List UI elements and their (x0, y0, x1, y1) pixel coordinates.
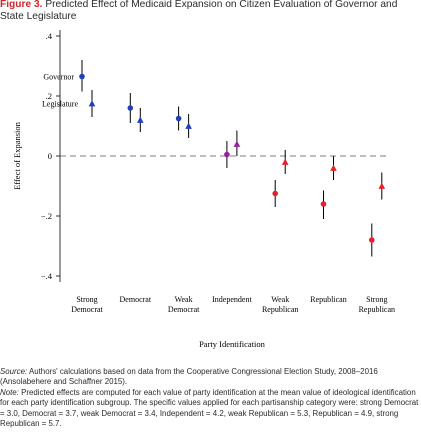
governor-point (369, 237, 375, 243)
source-paragraph: Source: Authors' calculations based on d… (0, 367, 421, 388)
figure-caption: Figure 3. Predicted Effect of Medicaid E… (0, 0, 421, 23)
governor-point (272, 190, 279, 197)
y-tick-label: −.2 (41, 211, 52, 221)
x-tick-label: Republican (262, 305, 298, 314)
y-tick-label: .2 (46, 91, 52, 101)
x-tick-label: Democrat (168, 305, 200, 314)
x-tick-label: Weak (271, 295, 289, 304)
governor-point (79, 73, 85, 80)
x-tick-label: Republican (359, 305, 395, 314)
x-axis-label: Party Identification (199, 339, 266, 349)
governor-point (320, 201, 327, 207)
y-axis-label: Effect of Expansion (12, 121, 22, 190)
figure-notes: Source: Authors' calculations based on d… (0, 367, 421, 429)
x-tick-label: Democrat (120, 295, 152, 304)
legislature-point (137, 116, 144, 123)
legislature-point (185, 122, 192, 129)
governor-point (224, 151, 230, 158)
y-tick-label: 0 (48, 151, 52, 161)
governor-point (175, 115, 182, 122)
legislature-point (330, 164, 337, 171)
x-tick-label: Weak (175, 295, 193, 304)
note-text: Predicted effects are computed for each … (0, 387, 419, 429)
chart-marks (79, 60, 386, 257)
governor-point (127, 105, 134, 111)
x-tick-label: Strong (366, 295, 387, 304)
legislature-point (378, 182, 386, 189)
governor-annotation: Governor (43, 73, 74, 82)
source-label: Source: (0, 367, 28, 376)
figure-title: Predicted Effect of Medicaid Expansion o… (0, 0, 398, 22)
x-tick-label: Democrat (71, 305, 103, 314)
x-tick-label: Independent (212, 295, 252, 304)
y-tick-label: −.4 (41, 271, 53, 281)
legislature-point (88, 99, 96, 107)
x-tick-label: Strong (76, 295, 97, 304)
source-text: Authors' calculations based on data from… (0, 367, 378, 387)
axes (56, 30, 390, 282)
y-tick-label: .4 (46, 31, 53, 41)
legislature-point (233, 140, 241, 147)
figure-label: Figure 3. (0, 0, 43, 10)
note-label: Note: (0, 387, 19, 397)
legislature-point (281, 158, 289, 165)
x-tick-label: Republican (310, 295, 346, 304)
note-paragraph: Note: Predicted effects are computed for… (0, 388, 421, 430)
legislature-annotation: Legislature (42, 100, 78, 109)
